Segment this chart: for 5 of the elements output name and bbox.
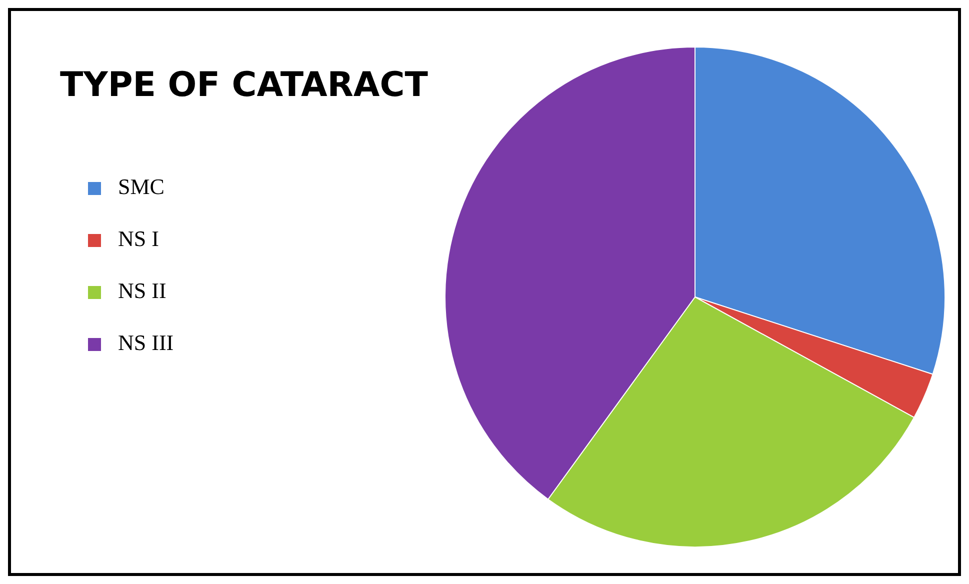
legend-label: NS I bbox=[118, 226, 159, 251]
text: TYPE OF CATARACT bbox=[60, 65, 429, 105]
legend-label: NS II bbox=[118, 278, 166, 303]
legend-label: NS III bbox=[118, 330, 174, 355]
legend-label: SMC bbox=[118, 174, 164, 199]
